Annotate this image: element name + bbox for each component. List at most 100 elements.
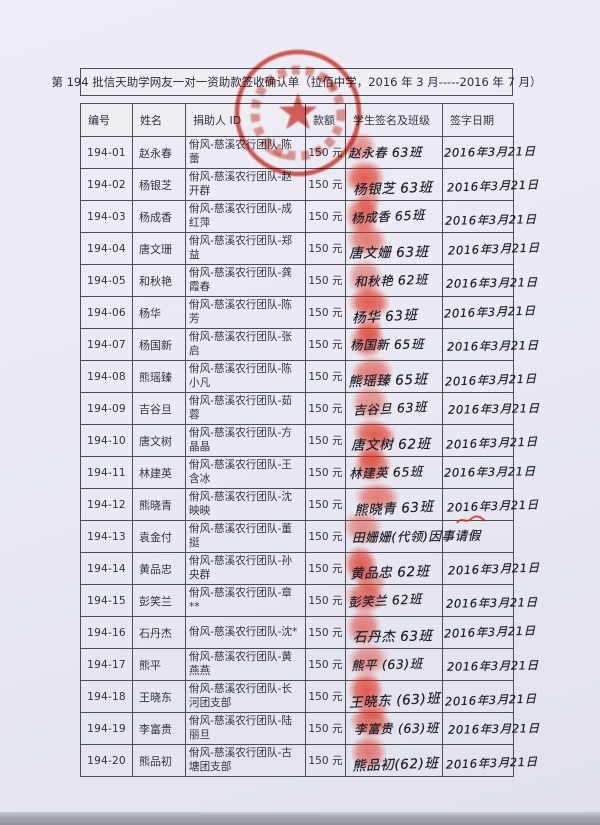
row-number-cell: 194-15: [80, 584, 133, 617]
row-number-cell: 194-13: [80, 520, 133, 553]
row-number: 194-05: [87, 274, 126, 287]
handwritten-date: 2016年3月21日: [446, 658, 539, 674]
student-name-cell: 唐文树: [132, 424, 186, 457]
donor-id: 佾风-慈溪农行团队-董挺: [189, 522, 292, 549]
date-cell: 2016年3月21日: [442, 616, 536, 649]
student-name: 吉谷旦: [139, 402, 172, 416]
student-name: 杨成香: [139, 210, 172, 224]
date-cell: 2016年3月21日: [442, 456, 536, 489]
handwritten-date: 2016年3月21日: [443, 144, 536, 160]
amount: 150 元: [308, 179, 343, 191]
date-cell: 2016年3月21日: [442, 680, 537, 713]
donor-id-cell: 佾风-慈溪农行团队-龚霞春: [185, 264, 306, 297]
table-row: 194-03 杨成香 佾风-慈溪农行团队-成红萍 150 元 杨成香 65班 2…: [80, 184, 537, 237]
donor-id: 佾风-慈溪农行团队-方晶晶: [189, 426, 292, 453]
student-name: 黄品忠: [139, 562, 172, 576]
table-row: 194-04 唐文珊 佾风-慈溪农行团队-郑益 150 元 唐文姗 63班 20…: [80, 218, 540, 265]
handwritten-signature: 唐文树 62班: [350, 436, 431, 454]
student-name-cell: 熊瑶臻: [132, 360, 186, 393]
handwritten-date: 2016年3月21日: [447, 240, 540, 258]
student-name: 石丹杰: [139, 626, 172, 640]
row-number-cell: 194-07: [80, 328, 133, 361]
handwritten-date: 2016年3月21日: [444, 371, 537, 389]
row-number-cell: 194-09: [80, 392, 133, 425]
donor-id: 佾风-慈溪农行团队-陈小凡: [189, 362, 292, 389]
donor-id: 佾风-慈溪农行团队-章**: [189, 586, 292, 613]
red-pen-scribble: [456, 515, 486, 524]
handwritten-signature: 杨银芝 63班: [352, 179, 433, 199]
donor-id-cell: 佾风-慈溪农行团队-张启: [185, 328, 306, 361]
handwritten-date: 2016年3月21日: [445, 275, 538, 291]
date-cell: 2016年3月21日: [442, 392, 540, 425]
donor-id-cell: 佾风-慈溪农行团队-成红萍: [185, 200, 306, 233]
handwritten-signature: 杨国新 65班: [349, 336, 425, 353]
date-cell: 2016年3月21日: [442, 232, 540, 265]
form-title-box: 第 194 批信天助学网友一对一资助款签收确认单（拉佰中学，2016 年 3 月…: [51, 68, 542, 96]
row-number: 194-15: [87, 594, 126, 607]
row-number-cell: 194-08: [80, 360, 133, 393]
donor-id-cell: 佾风-慈溪农行团队-董挺: [185, 520, 306, 553]
student-name: 唐文珊: [139, 242, 172, 256]
header-name: 姓名: [132, 103, 186, 137]
donor-id: 佾风-慈溪农行团队-黄燕燕: [189, 650, 292, 677]
donor-id-cell: 佾风-慈溪农行团队-方晶晶: [185, 424, 306, 457]
student-name-cell: 石丹杰: [132, 616, 186, 649]
date-cell: 2016年3月21日: [442, 712, 540, 745]
row-number: 194-19: [87, 722, 126, 735]
donor-id: 佾风-慈溪农行团队-赵开群: [189, 170, 292, 197]
donor-id: 佾风-慈溪农行团队-沈映映: [189, 490, 292, 517]
amount-cell: 150 元: [305, 488, 346, 521]
student-name: 王晓东: [139, 690, 172, 704]
student-name: 彭笑兰: [139, 594, 172, 608]
row-number: 194-01: [87, 146, 126, 159]
table-row: 194-08 熊瑶臻 佾风-慈溪农行团队-陈小凡 150 元 熊瑶臻 65班 2…: [80, 353, 537, 393]
handwritten-signature: 和秋艳 62班: [353, 271, 429, 290]
student-name-cell: 熊品初: [132, 744, 186, 777]
table-row: 194-09 吉谷旦 佾风-慈溪农行团队-茹蓉 150 元 吉谷旦 63班 20…: [80, 383, 540, 425]
amount: 150 元: [308, 563, 343, 575]
signature-cell: 杨成香 65班: [343, 184, 443, 237]
amount-cell: 150 元: [305, 584, 346, 617]
signature-cell: 杨国新 65班: [345, 310, 443, 363]
student-name: 赵永春: [139, 146, 172, 160]
date-cell: 2016年3月21日: [442, 360, 537, 393]
amount-cell: 150 元: [305, 136, 346, 169]
handwritten-signature: 熊平 (63)班: [350, 655, 424, 674]
student-name-cell: 黄品忠: [132, 552, 186, 585]
row-number: 194-03: [87, 210, 126, 223]
row-number-cell: 194-10: [80, 424, 133, 457]
handwritten-signature: 林建英 65班: [348, 463, 424, 482]
amount: 150 元: [308, 243, 343, 255]
amount: 150 元: [308, 723, 343, 735]
handwritten-date: 2016年3月21日: [447, 401, 540, 417]
table-row: 194-17 熊平 佾风-慈溪农行团队-黄燕燕 150 元 熊平 (63)班 2…: [80, 639, 539, 681]
amount: 150 元: [308, 627, 343, 639]
handwritten-signature: 田姗姗(代领)因事请假: [351, 527, 481, 546]
handwritten-signature: 杨华 63班: [351, 307, 419, 327]
donor-id-cell: 佾风-慈溪农行团队-沈*: [185, 616, 306, 649]
amount-cell: 150 元: [305, 520, 346, 553]
signature-cell: 林建英 65班: [345, 439, 443, 489]
donor-id-cell: 佾风-慈溪农行团队-郑益: [185, 232, 306, 265]
signature-cell: 唐文树 62班: [345, 414, 443, 457]
amount-cell: 150 元: [305, 648, 346, 681]
amount: 150 元: [308, 435, 343, 447]
amount-cell: 150 元: [305, 456, 346, 489]
amount: 150 元: [308, 659, 343, 671]
student-name-cell: 杨华: [132, 296, 186, 329]
amount-cell: 150 元: [305, 360, 346, 393]
student-name-cell: 吉谷旦: [132, 392, 186, 425]
date-cell: 2016年3月21日: [442, 584, 538, 617]
row-number-cell: 194-20: [80, 744, 133, 777]
donor-id: 佾风-慈溪农行团队-陈芳: [189, 298, 292, 325]
amount: 150 元: [308, 595, 343, 607]
donor-id: 佾风-慈溪农行团队-孙央群: [189, 554, 292, 581]
student-name-cell: 王晓东: [132, 680, 186, 713]
handwritten-date: 2016年3月21日: [446, 177, 539, 195]
donor-id-cell: 佾风-慈溪农行团队-黄燕燕: [185, 648, 306, 681]
header-donor-id: 捐助人 ID: [185, 103, 306, 137]
amount: 150 元: [308, 339, 343, 351]
row-number: 194-02: [87, 178, 126, 191]
student-name: 李富贵: [139, 722, 172, 736]
donor-id-cell: 佾风-慈溪农行团队-茹蓉: [185, 392, 306, 425]
